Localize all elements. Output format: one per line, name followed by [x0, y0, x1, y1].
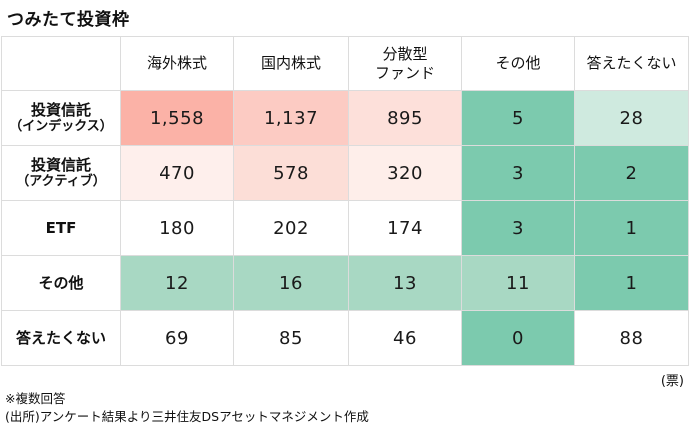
row-header: 答えたくない — [1, 310, 121, 366]
data-cell: 2 — [574, 145, 689, 201]
row-header: 投資信託 （インデックス） — [1, 90, 121, 146]
data-cell: 3 — [461, 200, 575, 256]
data-cell: 320 — [348, 145, 462, 201]
table-row: その他 12 16 13 11 1 — [1, 255, 689, 311]
data-cell: 1,137 — [233, 90, 349, 146]
table-header: 海外株式 国内株式 分散型 ファンド その他 答えたくない — [1, 36, 689, 91]
row-header: ETF — [1, 200, 121, 256]
column-header: 答えたくない — [574, 36, 689, 91]
column-header: 分散型 ファンド — [348, 36, 462, 91]
unit-label: (票) — [660, 374, 684, 389]
data-cell: 69 — [120, 310, 234, 366]
data-cell: 1 — [574, 200, 689, 256]
data-cell: 180 — [120, 200, 234, 256]
data-cell: 11 — [461, 255, 575, 311]
data-cell: 88 — [574, 310, 689, 366]
table-body: 投資信託 （インデックス） 1,558 1,137 895 5 28 投資信託 （アクティブ） 4… — [1, 90, 689, 366]
column-header: 国内株式 — [233, 36, 349, 91]
table-row: 投資信託 （インデックス） 1,558 1,137 895 5 28 — [1, 90, 689, 146]
data-cell: 12 — [120, 255, 234, 311]
data-cell: 174 — [348, 200, 462, 256]
row-header: その他 — [1, 255, 121, 311]
page-title: つみたて投資枠 — [7, 10, 130, 30]
data-cell: 1 — [574, 255, 689, 311]
footnotes: ※複数回答 (出所)アンケート結果より三井住友DSアセットマネジメント作成 — [0, 389, 690, 425]
table-row: 投資信託 （アクティブ） 470 578 320 3 2 — [1, 145, 689, 201]
data-cell: 28 — [574, 90, 689, 146]
data-cell: 1,558 — [120, 90, 234, 146]
data-cell: 895 — [348, 90, 462, 146]
data-cell: 470 — [120, 145, 234, 201]
data-cell: 0 — [461, 310, 575, 366]
data-cell: 578 — [233, 145, 349, 201]
column-header: 海外株式 — [120, 36, 234, 91]
data-cell: 16 — [233, 255, 349, 311]
table-row: ETF 180 202 174 3 1 — [1, 200, 689, 256]
data-cell: 46 — [348, 310, 462, 366]
table-row: 答えたくない 69 85 46 0 88 — [1, 310, 689, 366]
column-header: その他 — [461, 36, 575, 91]
data-cell: 3 — [461, 145, 575, 201]
data-cell: 202 — [233, 200, 349, 256]
footnote-source: (出所)アンケート結果より三井住友DSアセットマネジメント作成 — [5, 408, 369, 424]
data-cell: 85 — [233, 310, 349, 366]
investment-heatmap-table: 海外株式 国内株式 分散型 ファンド その他 答えたくない 投資信託 （インデックス） 1,5… — [1, 36, 689, 366]
row-header: 投資信託 （アクティブ） — [1, 145, 121, 201]
corner-cell — [1, 36, 121, 91]
data-cell: 13 — [348, 255, 462, 311]
footnote-multiple-answers: ※複数回答 — [5, 391, 66, 406]
data-cell: 5 — [461, 90, 575, 146]
header-row: 海外株式 国内株式 分散型 ファンド その他 答えたくない — [1, 36, 689, 91]
